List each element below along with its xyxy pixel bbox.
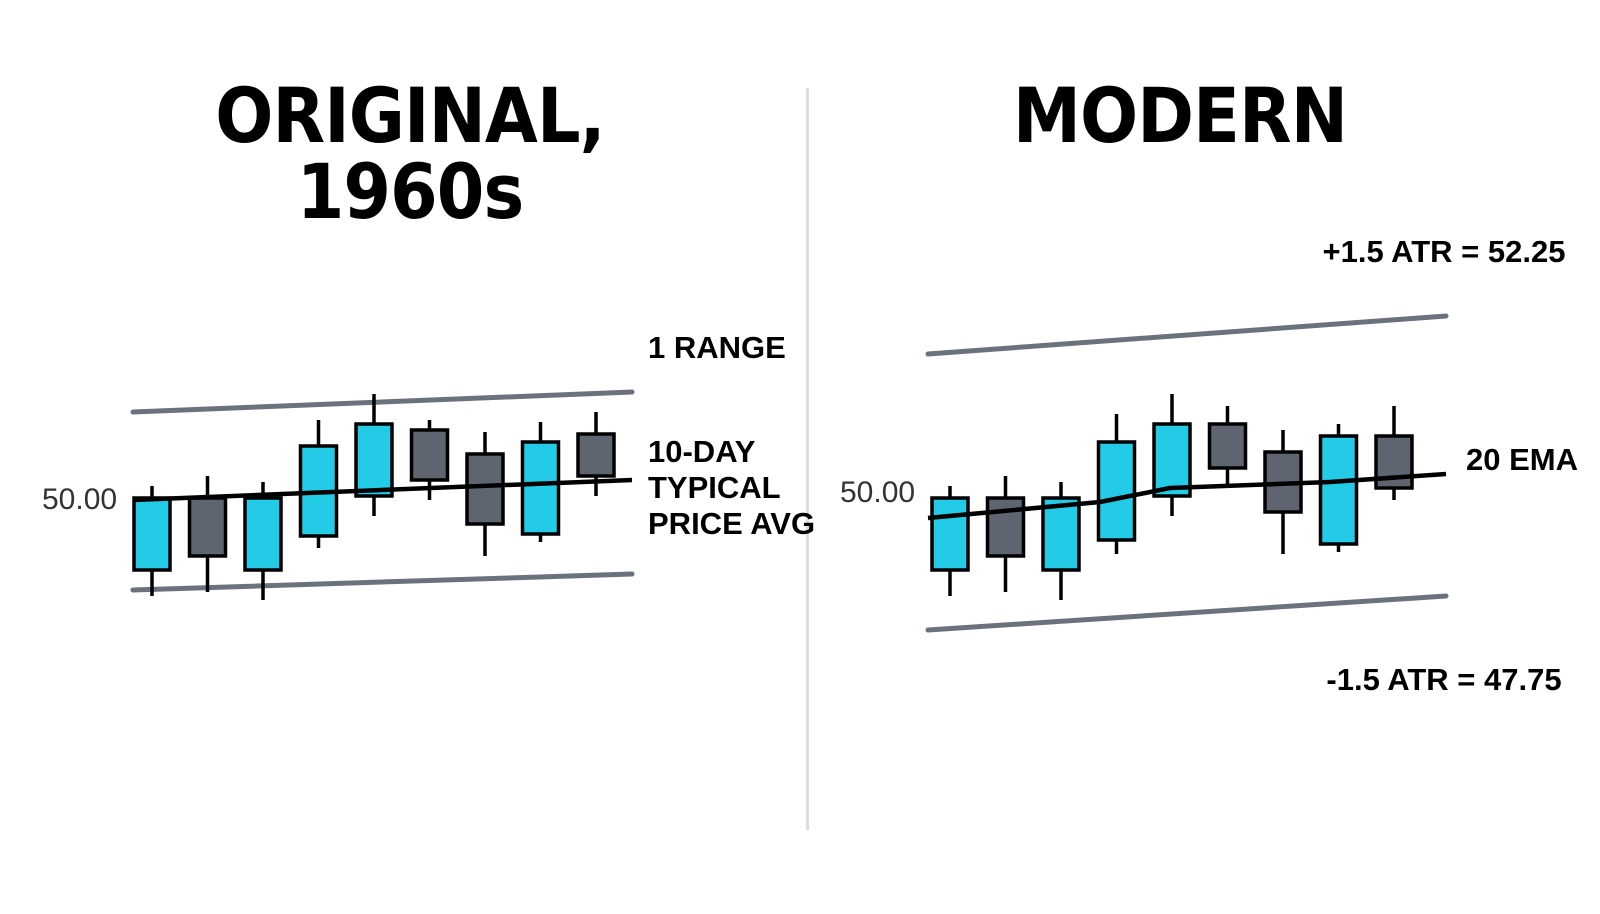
left-lower-band-line [130,571,635,593]
right-candle [1152,394,1192,516]
right-candle [1096,414,1137,554]
left-candle [354,394,394,516]
right-lower-band-line [925,593,1449,633]
right-candle-body [1041,496,1081,572]
left-candle [243,482,283,600]
right-average-line [927,471,1447,521]
right-candle [1318,424,1359,552]
left-candle-body [354,422,394,498]
right-candle [1374,406,1414,500]
left-candle-body [576,432,616,478]
right-price-label: 50.00 [840,476,915,509]
left-upper-band-label: 1 RANGE [648,330,786,365]
right-candle-body [1318,434,1359,546]
left-price-label: 50.00 [42,483,117,516]
right-upper-band-line [925,313,1449,357]
right-lower-band-label: -1.5 ATR = 47.75 [1326,662,1561,697]
left-candle-body [409,428,450,482]
right-candle-body [1096,440,1137,542]
right-candle [1263,430,1303,554]
right-chart-group: 50.00 +1.5 ATR = 52.25 20 EMA -1.5 ATR = 47… [840,234,1578,697]
left-upper-band-line [130,389,635,415]
left-candle-body [520,440,561,536]
left-average-label-line: PRICE AVG [648,506,815,541]
right-candle-body [1207,422,1248,470]
right-average-label: 20 EMA [1466,442,1578,477]
left-candle [298,420,339,548]
panel-divider [806,88,809,830]
right-candle [930,486,970,596]
right-panel-title: MODERN [1012,71,1348,160]
left-candle-body [187,496,228,558]
left-average-line [132,477,633,503]
left-panel-title: ORIGINAL, 1960s [215,71,605,236]
left-average-label-line: TYPICAL [648,470,781,505]
left-candle [409,420,450,500]
left-candle [465,432,505,556]
right-candle-body [985,496,1026,558]
right-candle [1207,406,1248,488]
right-candle [985,476,1026,592]
left-candle-body [132,496,172,572]
right-candle-body [930,496,970,572]
left-candle-body [243,496,283,572]
left-candle [132,486,172,596]
left-candle-body [465,452,505,526]
left-average-label-line: 10-DAY [648,434,756,469]
left-candle [187,476,228,592]
right-candle [1041,482,1081,600]
right-candle-body [1152,422,1192,498]
right-upper-band-label: +1.5 ATR = 52.25 [1323,234,1566,269]
